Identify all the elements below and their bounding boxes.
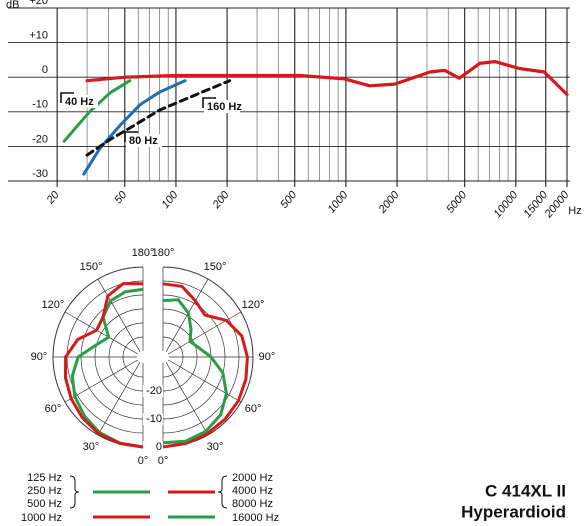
angle-label: 0°	[158, 455, 169, 467]
legend-brace	[69, 475, 80, 509]
x-tick-label: 100	[159, 188, 181, 210]
y-tick-label: 0	[42, 64, 48, 76]
x-axis-label: Hz	[568, 205, 581, 217]
angle-label: 0°	[138, 455, 149, 467]
polar-spoke	[168, 311, 242, 355]
legend-label: 125 Hz	[27, 472, 62, 484]
angle-label: 90°	[259, 351, 276, 363]
angle-label: 120°	[42, 299, 65, 311]
series-label: 40 Hz	[65, 96, 94, 108]
y-tick-label: +10	[29, 30, 48, 42]
label-bracket	[124, 131, 138, 142]
polar-spoke	[64, 359, 138, 403]
angle-label: 30°	[207, 441, 224, 453]
label-bracket	[60, 92, 74, 103]
x-tick-label: 1000	[325, 188, 350, 215]
angle-label: 30°	[83, 441, 100, 453]
model-title: C 414XL II	[485, 481, 566, 500]
polar-spoke	[97, 362, 141, 436]
legend-label: 500 Hz	[27, 498, 62, 510]
polar-spoke	[97, 278, 141, 352]
x-tick-label: 5000	[444, 188, 469, 215]
label-background	[62, 95, 98, 108]
polar-curve	[64, 282, 144, 449]
y-tick-label: -30	[32, 168, 48, 180]
x-tick-label: 200	[210, 188, 232, 211]
x-tick-label: 2000	[376, 188, 402, 216]
angle-label: 150°	[204, 261, 227, 273]
r-label-background	[143, 441, 163, 453]
r-tick-label: -20	[146, 385, 162, 397]
polar-spoke	[168, 359, 242, 403]
response-line	[82, 79, 187, 176]
polar-spoke	[165, 362, 209, 436]
r-label-background	[143, 385, 163, 397]
y-axis-label: dB	[6, 0, 19, 11]
legend-label: 16000 Hz	[232, 512, 279, 524]
polar-spoke	[64, 311, 138, 355]
y-tick-label: +20	[29, 0, 48, 7]
angle-label: 180°	[132, 247, 155, 259]
legend-label: 250 Hz	[27, 485, 62, 497]
y-tick-label: -10	[32, 99, 48, 111]
legend-label: 1000 Hz	[21, 512, 62, 524]
x-tick-label: 500	[278, 188, 300, 210]
center-gap	[143, 351, 163, 363]
legend-label: 4000 Hz	[232, 485, 273, 497]
series-label: 160 Hz	[207, 101, 242, 113]
response-line	[85, 79, 232, 157]
legend-label: 2000 Hz	[232, 472, 273, 484]
angle-label: 90°	[31, 351, 48, 363]
label-background	[204, 100, 240, 113]
x-tick-label: 20	[44, 188, 62, 207]
label-bracket	[202, 97, 216, 108]
angle-label: 120°	[242, 299, 265, 311]
legend-brace	[217, 475, 228, 509]
label-background	[126, 134, 162, 147]
angle-label: 180°	[152, 247, 175, 259]
r-label-background	[143, 413, 163, 425]
y-tick-label: -20	[32, 133, 48, 145]
polar-curve	[162, 282, 249, 449]
pattern-subtitle: Hyperardioid	[461, 502, 566, 521]
r-tick-label: 0	[156, 441, 162, 453]
polar-curve	[162, 298, 228, 445]
angle-label: 150°	[80, 261, 103, 273]
r-tick-label: -10	[146, 413, 162, 425]
response-line	[62, 79, 132, 143]
legend-label: 8000 Hz	[232, 498, 273, 510]
series-label: 80 Hz	[129, 135, 158, 147]
polar-spoke	[165, 278, 209, 352]
angle-label: 60°	[245, 403, 262, 415]
x-tick-label: 10000	[492, 188, 521, 220]
response-line	[85, 60, 569, 97]
x-tick-label: 50	[112, 188, 130, 206]
angle-label: 60°	[45, 403, 62, 415]
